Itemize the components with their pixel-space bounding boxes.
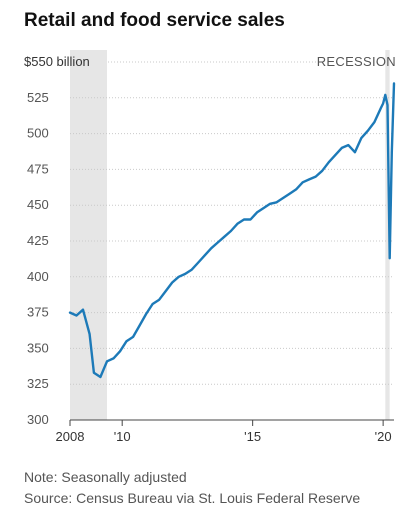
data-point-2019-12	[380, 106, 382, 109]
data-point-2016-09	[295, 188, 297, 191]
data-point-2011-03	[151, 303, 154, 305]
data-point-2009-03	[99, 376, 102, 378]
y-tick-label-400: 400	[27, 269, 49, 284]
y-tick-label-375: 375	[27, 305, 49, 320]
data-point-2015-09	[269, 202, 271, 205]
data-point-2019-09	[373, 121, 376, 123]
data-point-2016-06	[288, 192, 291, 195]
data-point-2020-03	[386, 104, 389, 106]
data-point-2009-12	[119, 350, 121, 353]
data-point-2009-06	[106, 360, 108, 363]
y-tick-label-300: 300	[27, 412, 49, 427]
y-tick-label-425: 425	[27, 233, 49, 248]
data-point-2008-01	[69, 311, 71, 314]
data-point-2013-12	[223, 235, 226, 238]
y-tick-label-350: 350	[27, 340, 49, 355]
data-point-2017-09	[321, 169, 324, 172]
data-point-2020-02	[384, 94, 387, 96]
data-point-2014-06	[236, 222, 239, 225]
x-tick-label-2015: '15	[244, 429, 261, 444]
data-point-2017-06	[314, 175, 317, 178]
series-line	[68, 82, 396, 379]
x-tick-label-2010: '10	[114, 429, 131, 444]
data-point-2008-10	[88, 333, 91, 335]
data-point-2008-04	[75, 314, 78, 317]
recession-label: RECESSION	[317, 54, 396, 69]
x-tick-label-2020: '20	[375, 429, 392, 444]
data-point-2019-03	[360, 137, 363, 139]
data-point-2012-12	[197, 261, 200, 264]
x-axis-tick-labels: 2008 '10 '15 '20	[56, 420, 392, 444]
data-point-2019-06	[367, 129, 369, 132]
data-point-2013-06	[210, 247, 213, 250]
data-point-2010-06	[132, 336, 135, 338]
gridlines	[70, 61, 394, 421]
data-point-2016-03	[282, 197, 284, 199]
data-point-2014-09	[243, 218, 245, 221]
data-point-2008-12	[93, 371, 95, 374]
x-tick-label-2008: 2008	[56, 429, 85, 444]
data-point-2013-03	[203, 254, 206, 257]
data-point-2015-06	[262, 207, 265, 210]
recession-bands	[70, 50, 390, 420]
data-point-2020-04	[388, 257, 391, 260]
data-point-2012-09	[190, 268, 193, 271]
data-point-2020-05	[390, 151, 393, 154]
note-text: Note: Seasonally adjusted	[24, 469, 187, 485]
recession-band-2	[385, 50, 390, 420]
data-point-2018-06	[340, 147, 343, 149]
y-tick-label-450: 450	[27, 197, 49, 212]
data-point-2010-03	[125, 340, 128, 343]
y-axis-unit-label: $550 billion	[24, 54, 90, 69]
data-point-2015-12	[275, 201, 278, 204]
data-point-2018-09	[347, 144, 350, 147]
data-point-2020-01	[382, 102, 384, 105]
data-point-2010-09	[138, 324, 141, 327]
source-text: Source: Census Bureau via St. Louis Fede…	[24, 490, 361, 506]
data-point-2020-06	[393, 82, 395, 85]
recession-band-1	[70, 50, 107, 420]
y-tick-label-525: 525	[27, 90, 49, 105]
data-point-2011-09	[164, 290, 167, 292]
data-point-2014-12	[249, 218, 252, 221]
data-point-2010-12	[145, 313, 148, 315]
data-point-2015-03	[256, 211, 258, 214]
data-point-2018-03	[334, 154, 337, 157]
series-layer	[68, 82, 396, 379]
data-point-2017-03	[308, 178, 311, 181]
y-axis-tick-labels: 300 325 350 375 400 425 450 475 500 525	[27, 90, 49, 427]
y-tick-label-475: 475	[27, 161, 49, 176]
data-point-2009-09	[112, 357, 115, 360]
data-point-2008-07	[82, 308, 84, 311]
data-point-2014-03	[230, 230, 232, 232]
y-tick-label-500: 500	[27, 126, 49, 141]
data-point-2011-12	[171, 281, 174, 284]
data-point-2013-09	[217, 241, 219, 244]
data-point-2011-06	[158, 298, 161, 301]
data-point-2012-03	[177, 275, 180, 278]
chart-title: Retail and food service sales	[24, 10, 285, 31]
data-point-2016-12	[301, 181, 304, 184]
data-point-2018-12	[354, 151, 356, 154]
y-tick-label-325: 325	[27, 376, 49, 391]
data-point-2012-06	[184, 273, 187, 275]
data-point-2017-12	[327, 161, 330, 164]
